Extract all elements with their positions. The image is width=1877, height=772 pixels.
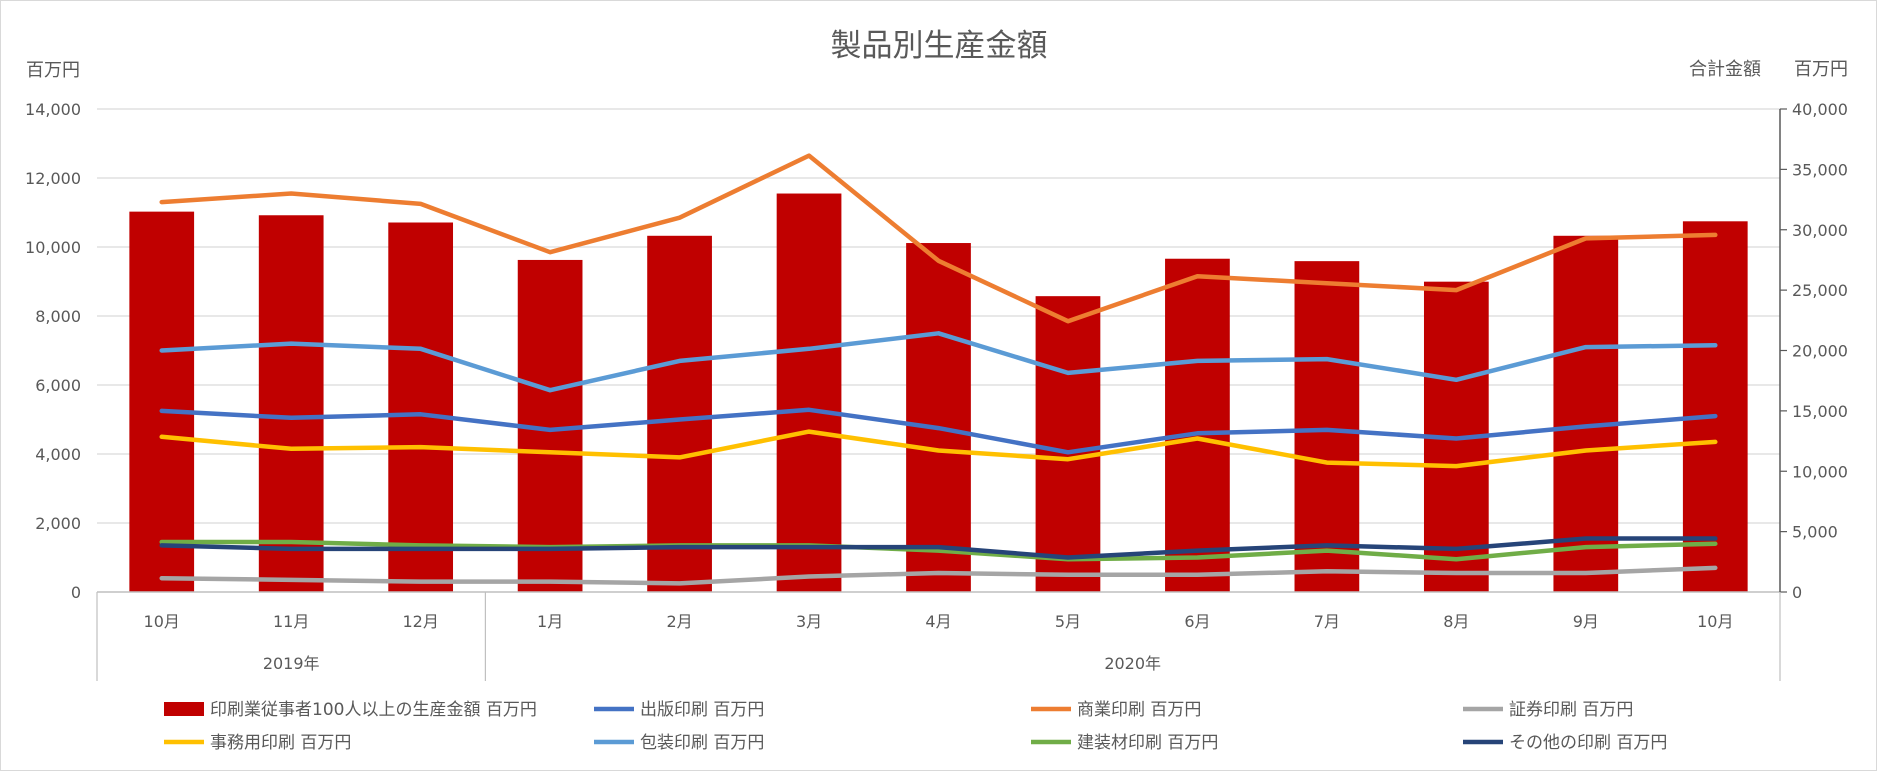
legend-label: 事務用印刷 百万円 bbox=[210, 733, 351, 753]
left-tick-label: 14,000 bbox=[25, 100, 81, 119]
bar bbox=[388, 222, 454, 592]
legend-label: 包装印刷 百万円 bbox=[640, 733, 764, 753]
chart-title: 製品別生産金額 bbox=[831, 28, 1048, 64]
legend-label: 建装材印刷 百万円 bbox=[1077, 733, 1218, 753]
legend-label: その他の印刷 百万円 bbox=[1509, 733, 1667, 753]
right-axis-label: 合計金額 bbox=[1689, 59, 1761, 80]
category-label: 11月 bbox=[273, 612, 309, 631]
category-label: 5月 bbox=[1055, 612, 1081, 631]
right-tick-label: 0 bbox=[1792, 583, 1802, 602]
bar bbox=[129, 211, 195, 592]
right-tick-label: 15,000 bbox=[1792, 402, 1848, 421]
category-label: 9月 bbox=[1573, 612, 1599, 631]
bar bbox=[647, 235, 712, 592]
right-tick-label: 30,000 bbox=[1792, 221, 1848, 240]
right-tick-label: 40,000 bbox=[1792, 100, 1848, 119]
category-label: 2月 bbox=[666, 612, 692, 631]
left-tick-label: 4,000 bbox=[35, 445, 81, 464]
bar bbox=[1294, 261, 1360, 592]
left-tick-label: 10,000 bbox=[25, 238, 81, 257]
category-label: 7月 bbox=[1314, 612, 1340, 631]
category-label: 12月 bbox=[402, 612, 438, 631]
category-label: 3月 bbox=[796, 612, 822, 631]
left-axis-unit: 百万円 bbox=[26, 60, 80, 81]
series-line bbox=[159, 536, 1718, 560]
bar bbox=[1035, 296, 1101, 592]
series-line bbox=[159, 407, 1718, 455]
category-label: 10月 bbox=[144, 612, 180, 631]
series-line bbox=[159, 565, 1718, 586]
bar bbox=[906, 243, 971, 592]
series-line bbox=[159, 153, 1718, 324]
legend-label: 商業印刷 百万円 bbox=[1077, 700, 1201, 720]
series-line bbox=[159, 331, 1718, 393]
category-label: 1月 bbox=[537, 612, 563, 631]
right-tick-label: 25,000 bbox=[1792, 281, 1848, 300]
legend-label: 印刷業従事者100人以上の生産金額 百万円 bbox=[210, 700, 537, 720]
bar bbox=[258, 215, 324, 592]
left-tick-label: 12,000 bbox=[25, 169, 81, 188]
bar bbox=[1165, 258, 1230, 592]
right-tick-label: 10,000 bbox=[1792, 462, 1848, 481]
legend-label: 証券印刷 百万円 bbox=[1509, 700, 1633, 720]
left-tick-label: 2,000 bbox=[35, 514, 81, 533]
category-label: 4月 bbox=[925, 612, 951, 631]
category-label: 6月 bbox=[1184, 612, 1210, 631]
right-tick-label: 35,000 bbox=[1792, 160, 1848, 179]
legend-label: 出版印刷 百万円 bbox=[640, 700, 764, 720]
series-line bbox=[159, 429, 1718, 469]
bar bbox=[776, 193, 842, 592]
year-group-label: 2019年 bbox=[263, 654, 320, 673]
series-line bbox=[159, 539, 1718, 562]
category-label: 10月 bbox=[1697, 612, 1733, 631]
right-axis-unit: 百万円 bbox=[1794, 59, 1848, 80]
right-tick-label: 5,000 bbox=[1792, 523, 1838, 542]
bar bbox=[1682, 221, 1748, 593]
bar bbox=[1553, 235, 1619, 592]
left-tick-label: 0 bbox=[71, 583, 81, 602]
left-tick-label: 6,000 bbox=[35, 376, 81, 395]
right-tick-label: 20,000 bbox=[1792, 342, 1848, 361]
year-group-label: 2020年 bbox=[1104, 654, 1161, 673]
left-tick-label: 8,000 bbox=[35, 307, 81, 326]
category-label: 8月 bbox=[1443, 612, 1469, 631]
legend-swatch bbox=[164, 702, 204, 716]
